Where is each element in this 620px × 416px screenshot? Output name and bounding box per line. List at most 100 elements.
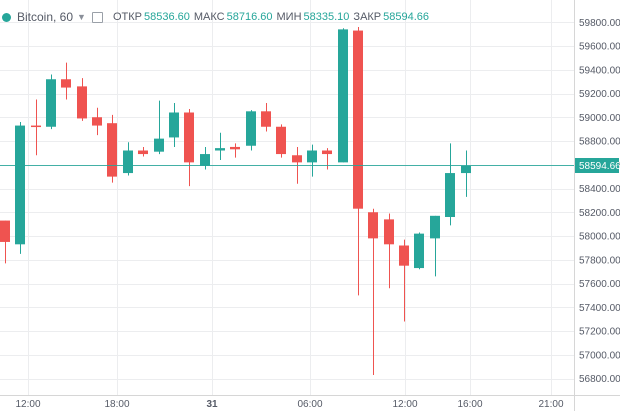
candle: [368, 208, 378, 375]
candle: [353, 27, 363, 296]
price-tick-label: 56800.00: [579, 374, 620, 385]
candle-body: [15, 125, 25, 245]
candle-body: [261, 111, 271, 127]
candle-body: [230, 146, 240, 150]
candle: [384, 213, 394, 289]
candle: [31, 99, 41, 156]
price-tick-label: 58800.00: [579, 137, 620, 148]
chevron-down-icon[interactable]: ▼: [77, 12, 86, 22]
candle-body: [399, 245, 409, 266]
status-dot-icon: [2, 12, 11, 22]
close-label: ЗАКР: [353, 11, 382, 23]
candle-body: [292, 155, 302, 163]
candle: [46, 74, 56, 130]
candle-body: [414, 233, 424, 269]
time-tick-label: 21:00: [538, 399, 563, 410]
candle-body: [169, 112, 179, 138]
candle: [338, 28, 348, 163]
candle: [107, 114, 117, 183]
candle-body: [461, 165, 471, 174]
candle-body: [276, 126, 286, 155]
candle-body: [46, 79, 56, 127]
candle: [77, 78, 87, 121]
time-tick-label: 12:00: [15, 399, 40, 410]
price-tick-label: 57200.00: [579, 327, 620, 338]
open-label: ОТКР: [112, 11, 142, 23]
candle: [307, 144, 317, 177]
candle-body: [138, 150, 148, 155]
candle: [399, 239, 409, 322]
price-tick-label: 59400.00: [579, 65, 620, 76]
last-price-marker: 58594.66: [0, 158, 620, 173]
price-tick-label: 57400.00: [579, 303, 620, 314]
grid-lines: [0, 0, 574, 395]
candle-body: [200, 154, 210, 166]
candle-body: [307, 150, 317, 163]
low-value: 58335.10: [303, 11, 350, 23]
candle-body: [445, 173, 455, 217]
candle: [154, 100, 164, 155]
candle: [0, 220, 10, 264]
candle-body: [92, 117, 102, 126]
time-tick-label: 06:00: [297, 399, 322, 410]
candles: [0, 27, 471, 375]
candle-body: [184, 112, 194, 163]
candle-body: [77, 86, 87, 119]
candle: [61, 62, 71, 100]
symbol-title[interactable]: Bitcoin, 60: [17, 10, 74, 24]
candle-body: [353, 30, 363, 209]
candle: [15, 122, 25, 254]
chart-legend: Bitcoin, 60 ▼ ОТКР 58536.60 МАКС 58716.6…: [2, 8, 429, 26]
candle-body: [384, 219, 394, 245]
candle: [169, 103, 179, 147]
candle-body: [0, 220, 10, 242]
candle: [92, 107, 102, 136]
price-tick-label: 59600.00: [579, 42, 620, 53]
low-label: МИН: [276, 11, 302, 23]
candle-body: [430, 215, 440, 239]
time-tick-label: 18:00: [104, 399, 129, 410]
price-tick-label: 57800.00: [579, 255, 620, 266]
candle-body: [123, 150, 133, 174]
candle: [246, 110, 256, 151]
last-price-badge: [575, 158, 619, 173]
candle-body: [338, 29, 348, 163]
candle: [430, 215, 440, 277]
candle-body: [368, 212, 378, 239]
candle: [200, 146, 210, 170]
candle-body: [31, 125, 41, 128]
close-value: 58594.66: [383, 11, 430, 23]
price-tick-label: 57600.00: [579, 279, 620, 290]
candle: [276, 124, 286, 158]
settings-square-icon[interactable]: [91, 11, 103, 23]
candle-body: [61, 79, 71, 88]
time-axis-labels[interactable]: 12:00 18:00 31 06:00 12:00 16:00 21:00: [15, 399, 563, 410]
high-label: МАКС: [193, 11, 225, 23]
price-tick-label: 59800.00: [579, 18, 620, 29]
candle: [215, 132, 225, 160]
candle: [123, 142, 133, 176]
price-tick-label: 58400.00: [579, 184, 620, 195]
candle: [138, 146, 148, 157]
time-tick-label: 31: [206, 399, 218, 410]
candle-body: [154, 138, 164, 152]
high-value: 58716.60: [226, 11, 273, 23]
candle-body: [322, 150, 332, 155]
candle: [184, 108, 194, 187]
candle-body: [107, 123, 117, 177]
last-price-label: 58594.66: [579, 161, 620, 172]
candle-body: [215, 148, 225, 151]
price-tick-label: 59200.00: [579, 89, 620, 100]
candle: [414, 232, 424, 270]
price-tick-label: 58200.00: [579, 208, 620, 219]
open-value: 58536.60: [144, 11, 190, 23]
candle-body: [246, 111, 256, 146]
price-axis-labels[interactable]: 56800.00 57000.00 57200.00 57400.00 57600.00…: [579, 18, 620, 385]
candle: [261, 103, 271, 132]
candle: [445, 143, 455, 226]
price-tick-label: 58000.00: [579, 232, 620, 243]
candle: [230, 143, 240, 158]
